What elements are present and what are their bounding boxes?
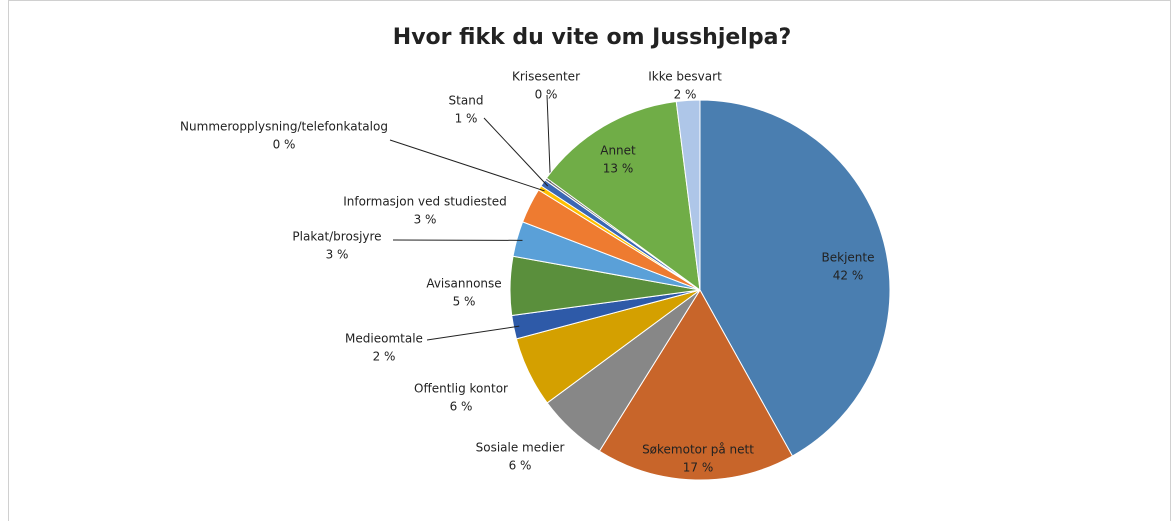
slice-value-label: 5 % [453,295,476,309]
slice-label: Krisesenter [512,70,580,84]
pie-slice [545,100,701,292]
slice-label: Annet [600,144,636,158]
slice-label: Ikke besvart [648,70,722,84]
slice-value-label: 0 % [273,138,296,152]
pie-slice [675,99,701,291]
leader-line [389,139,545,192]
slice-value-label: 6 % [450,400,473,414]
pie-slice [598,289,794,481]
slice-label: Bekjente [822,251,875,265]
chart-title: Hvor fikk du vite om Jusshjelpa? [393,25,791,50]
slice-label: Søkemotor på nett [642,443,754,457]
slice-value-label: 3 % [326,248,349,262]
slice-label: Offentlig kontor [414,382,508,396]
slice-value-label: 17 % [683,461,714,475]
slice-value-label: 1 % [455,112,478,126]
pie-slice [699,99,891,457]
slice-value-label: 2 % [373,350,396,364]
slice-label: Nummeropplysning/telefonkatalog [180,120,388,134]
slice-value-label: 3 % [414,213,437,227]
slice-label: Stand [449,94,484,108]
slice-label: Avisannonse [426,277,501,291]
slice-value-label: 0 % [535,88,558,102]
slice-label: Sosiale medier [476,441,565,455]
leader-line [483,117,549,187]
slice-label: Plakat/brosjyre [292,230,381,244]
slice-value-label: 2 % [674,88,697,102]
slice-value-label: 6 % [509,459,532,473]
leader-line [546,94,551,183]
slice-label: Informasjon ved studiested [343,195,507,209]
slice-label: Medieomtale [345,332,423,346]
slice-value-label: 42 % [833,269,864,283]
slice-value-label: 13 % [603,162,634,176]
leader-line [426,325,520,341]
